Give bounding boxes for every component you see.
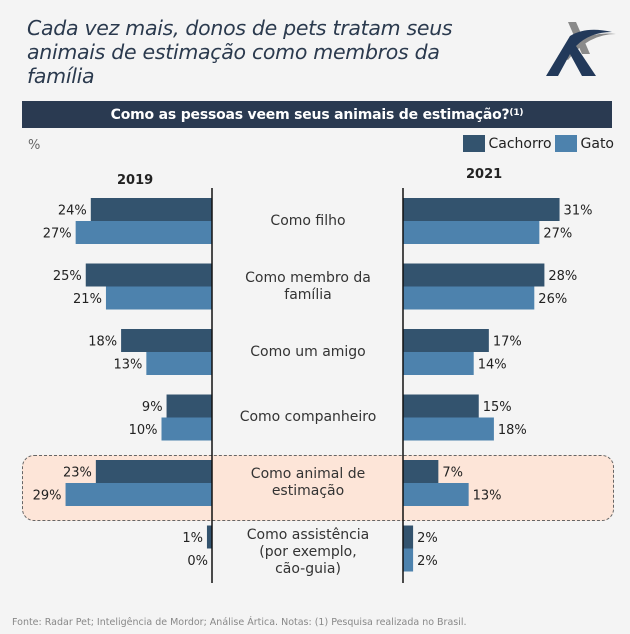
data-label-gato-2021: 2% bbox=[417, 554, 438, 569]
bar-cachorro-2019 bbox=[206, 525, 212, 549]
legend: Cachorro Gato bbox=[460, 135, 614, 152]
data-label-cachorro-2021: 31% bbox=[564, 204, 593, 219]
bar-cachorro-2019 bbox=[166, 394, 212, 418]
data-label-gato-2021: 13% bbox=[473, 489, 502, 504]
data-label-cachorro-2021: 17% bbox=[493, 335, 522, 350]
bar-gato-2021 bbox=[403, 352, 474, 375]
data-label-cachorro-2019: 1% bbox=[182, 531, 203, 546]
panel-label-2021: 2021 bbox=[466, 167, 503, 182]
bar-gato-2019 bbox=[75, 221, 213, 244]
category-label: Como animal de estimação bbox=[214, 460, 402, 506]
bar-cachorro-2019 bbox=[121, 329, 212, 352]
data-label-gato-2019: 10% bbox=[129, 423, 158, 438]
bar-gato-2021 bbox=[403, 221, 540, 244]
unit-label: % bbox=[28, 138, 41, 153]
data-label-gato-2019: 0% bbox=[187, 554, 208, 569]
category-label-line: família bbox=[284, 286, 332, 303]
data-label-cachorro-2019: 23% bbox=[63, 466, 92, 481]
category-label-line: estimação bbox=[271, 483, 345, 499]
legend-label-gato: Gato bbox=[580, 135, 614, 152]
category-label: Como membro da família bbox=[214, 264, 402, 310]
data-label-cachorro-2019: 24% bbox=[58, 204, 87, 219]
chart-title: Como as pessoas veem seus animais de est… bbox=[110, 106, 510, 123]
bar-gato-2019 bbox=[161, 417, 212, 441]
data-label-cachorro-2019: 25% bbox=[53, 269, 82, 284]
bar-gato-2019 bbox=[146, 352, 212, 375]
category-label: Como assistência (por exemplo, cão-guia) bbox=[214, 527, 402, 577]
bar-cachorro-2021 bbox=[403, 394, 479, 418]
bar-cachorro-2021 bbox=[403, 263, 545, 287]
legend-swatch-cachorro bbox=[462, 135, 485, 152]
category-label-line: Como membro da bbox=[245, 269, 371, 286]
category-label: Como companheiro bbox=[214, 395, 402, 441]
data-label-cachorro-2019: 18% bbox=[88, 335, 117, 350]
bar-gato-2021 bbox=[403, 417, 494, 441]
category-label-line: Como companheiro bbox=[239, 409, 377, 425]
category-label: Como filho bbox=[214, 198, 402, 244]
data-label-cachorro-2021: 2% bbox=[417, 531, 438, 546]
bar-cachorro-2021 bbox=[403, 460, 439, 483]
data-label-cachorro-2021: 7% bbox=[442, 466, 463, 481]
data-label-gato-2019: 27% bbox=[43, 227, 72, 242]
legend-swatch-gato bbox=[554, 135, 577, 152]
data-label-gato-2019: 29% bbox=[33, 489, 62, 504]
artica-logo-icon bbox=[546, 22, 616, 76]
category-label: Como um amigo bbox=[214, 329, 402, 375]
bar-gato-2019 bbox=[105, 286, 212, 310]
data-label-cachorro-2021: 28% bbox=[548, 269, 577, 284]
bar-cachorro-2019 bbox=[95, 460, 212, 483]
data-label-gato-2019: 21% bbox=[73, 292, 102, 307]
bar-cachorro-2019 bbox=[85, 263, 212, 287]
category-label-line: Como animal de bbox=[250, 466, 366, 482]
bar-gato-2021 bbox=[403, 483, 469, 506]
data-label-gato-2021: 14% bbox=[478, 358, 507, 373]
bar-cachorro-2021 bbox=[403, 198, 560, 221]
bar-gato-2021 bbox=[403, 286, 535, 310]
bar-cachorro-2019 bbox=[90, 198, 212, 221]
bar-cachorro-2021 bbox=[403, 525, 414, 549]
bar-cachorro-2021 bbox=[403, 329, 489, 352]
footnote-marker: (1) bbox=[509, 107, 524, 118]
panel-label-2019: 2019 bbox=[117, 173, 154, 188]
bar-gato-2021 bbox=[403, 548, 414, 572]
category-label-line: cão-guia) bbox=[275, 561, 341, 577]
category-label-line: Como assistência bbox=[246, 527, 370, 543]
category-label-line: (por exemplo, bbox=[259, 544, 357, 560]
data-label-cachorro-2019: 9% bbox=[142, 400, 163, 415]
bar-gato-2019 bbox=[65, 483, 212, 506]
source-note: Fonte: Radar Pet; Inteligência de Mordor… bbox=[12, 617, 467, 628]
page-title: Cada vez mais, donos de pets tratam seus… bbox=[27, 16, 453, 88]
data-label-gato-2021: 27% bbox=[543, 227, 572, 242]
legend-item-cachorro: Cachorro bbox=[462, 135, 552, 152]
data-label-gato-2021: 18% bbox=[498, 423, 527, 438]
data-label-gato-2021: 26% bbox=[538, 292, 567, 307]
category-label-line: Como um amigo bbox=[250, 343, 366, 360]
legend-label-cachorro: Cachorro bbox=[488, 135, 552, 152]
category-label-line: Como filho bbox=[270, 212, 346, 229]
chart-title-bar: Como as pessoas veem seus animais de est… bbox=[22, 101, 612, 128]
data-label-gato-2019: 13% bbox=[113, 358, 142, 373]
legend-item-gato: Gato bbox=[554, 135, 614, 152]
data-label-cachorro-2021: 15% bbox=[483, 400, 512, 415]
